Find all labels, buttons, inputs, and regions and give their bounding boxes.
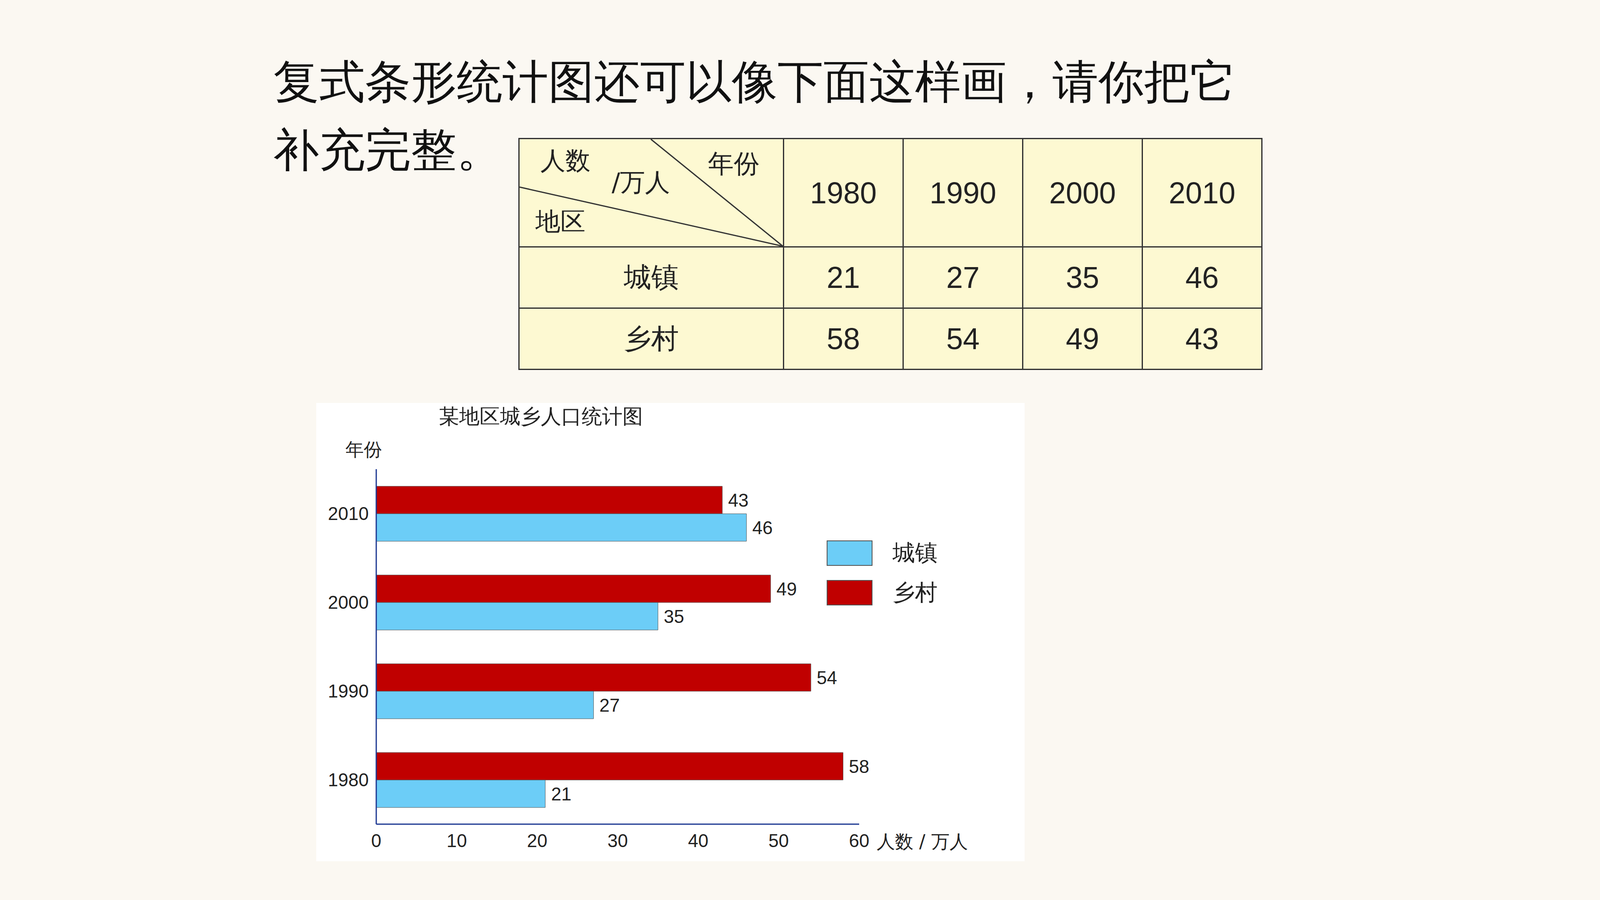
svg-text:60: 60: [849, 830, 870, 851]
html-text:49: 49: [1065, 322, 1100, 356]
svg-text:/万人: /万人: [611, 167, 670, 197]
html-text:城镇: 城镇: [892, 539, 938, 566]
svg-text:30: 30: [607, 830, 628, 851]
svg-text:54: 54: [816, 667, 838, 688]
svg-text:2000: 2000: [327, 592, 369, 613]
svg-text:49: 49: [776, 578, 798, 600]
html-text:乡村: 乡村: [623, 322, 679, 355]
svg-text:年份: 年份: [707, 148, 760, 179]
html-text:43: 43: [1185, 322, 1219, 356]
svg-text:地区: 地区: [535, 206, 586, 236]
html-text:35: 35: [1065, 260, 1100, 295]
svg-text:43: 43: [728, 490, 749, 511]
svg-text:人数: 人数: [540, 145, 591, 175]
svg-text:35: 35: [663, 606, 685, 627]
html-text:1990: 1990: [929, 176, 997, 210]
html-text:人数 / 万人: 人数 / 万人: [876, 830, 968, 853]
svg-text:46: 46: [752, 517, 773, 538]
svg-text:20: 20: [527, 830, 548, 851]
html-text:21: 21: [826, 260, 860, 295]
html-text:58: 58: [826, 322, 860, 356]
svg-text:40: 40: [687, 830, 709, 851]
html-text:补充完整。: 补充完整。: [273, 123, 503, 177]
svg-text:2010: 2010: [327, 503, 369, 524]
svg-text:27: 27: [599, 695, 620, 716]
svg-text:1990: 1990: [327, 680, 369, 702]
html-text:复式条形统计图还可以像下面这样画，请你把它: 复式条形统计图还可以像下面这样画，请你把它: [273, 55, 1236, 109]
svg-text:0: 0: [371, 830, 382, 851]
html-text:1980: 1980: [809, 176, 877, 210]
svg-text:21: 21: [551, 783, 572, 805]
html-text:年份: 年份: [345, 438, 383, 460]
html-text:2000: 2000: [1049, 176, 1116, 210]
html-text:2010: 2010: [1168, 176, 1236, 210]
svg-text:1980: 1980: [327, 769, 369, 790]
svg-text:50: 50: [768, 830, 789, 851]
svg-text:10: 10: [446, 830, 468, 851]
html-text:46: 46: [1185, 260, 1219, 295]
html-text:乡村: 乡村: [892, 579, 938, 606]
html-text:某地区城乡人口统计图: 某地区城乡人口统计图: [438, 404, 643, 429]
html-text:27: 27: [946, 260, 980, 295]
svg-text:58: 58: [848, 756, 870, 777]
html-text:城镇: 城镇: [623, 261, 679, 294]
html-text:54: 54: [946, 322, 980, 356]
